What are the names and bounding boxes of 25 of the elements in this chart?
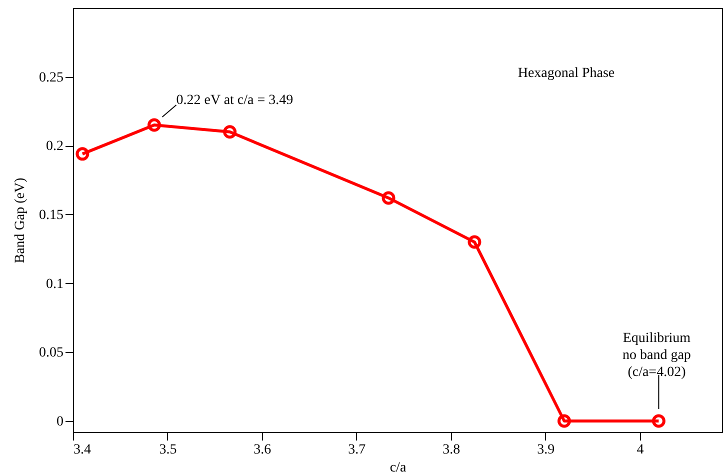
x-tick-label: 4 [636,442,644,458]
x-tick-label: 3.8 [442,442,460,458]
y-tick-label: 0 [56,414,64,430]
y-tick-label: 0.15 [39,208,64,223]
x-tick-label: 3.5 [159,442,177,458]
point [468,235,482,249]
x-axis-title: c/a [390,460,407,476]
point [76,147,90,161]
annotation: Hexagonal Phase [518,66,615,81]
point [223,125,237,139]
point [148,118,161,132]
y-tick-label: 0.1 [46,276,64,292]
y-axis-title: Band Gap (eV) [13,177,28,264]
x-tick-label: 3.7 [348,442,366,458]
y-tick-label: 0.05 [39,346,64,361]
y-tick-label: 0.2 [46,139,64,154]
annotation: Equilibrium no band gap (c/a=4.02) [622,330,691,380]
point [557,414,571,428]
x-tick-label: 3.4 [74,442,91,458]
annotation: 0.22 eV at c/a = 3.49 [176,93,294,108]
x-tick-label: 3.9 [537,442,555,458]
point [382,191,396,205]
x-tick-label: 3.6 [254,442,272,458]
y-tick-label: 0.25 [39,70,64,86]
point [652,414,666,428]
